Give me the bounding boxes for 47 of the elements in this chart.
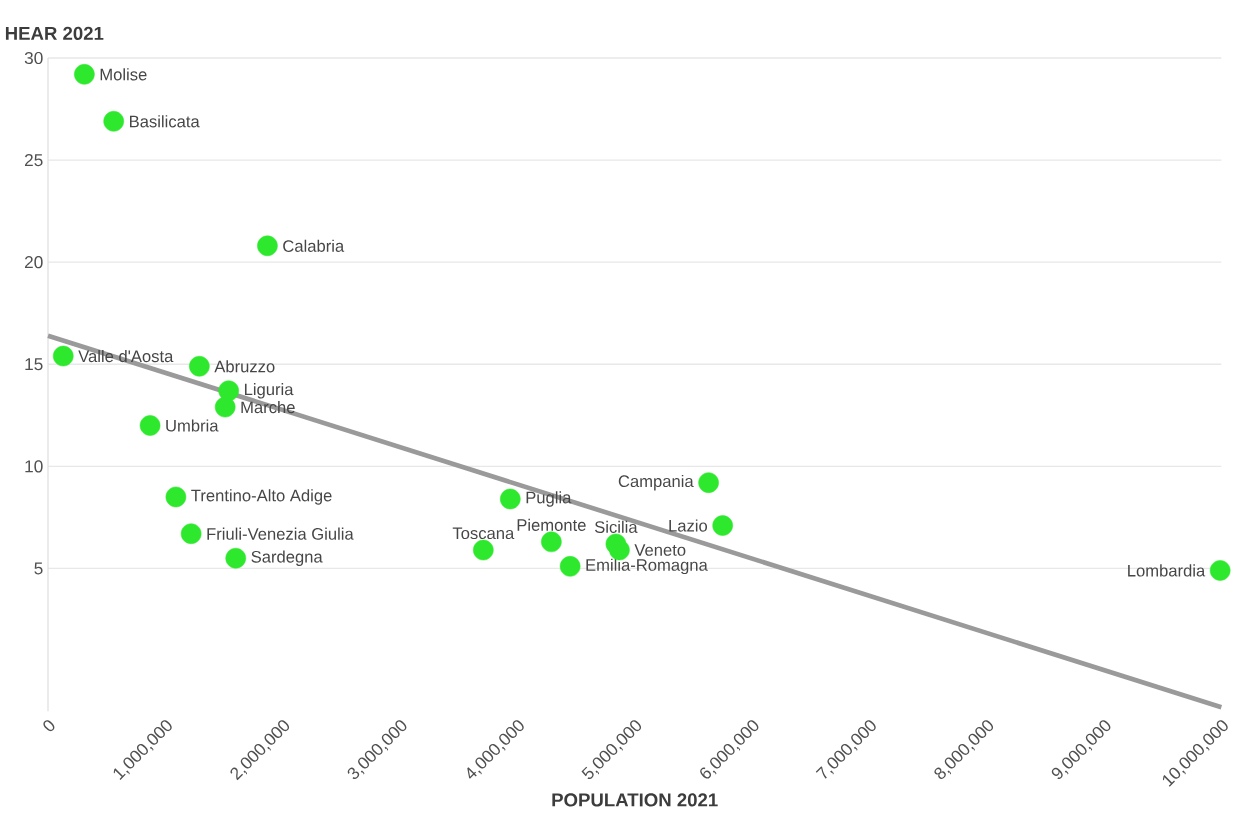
point [698,472,719,493]
point [74,64,95,85]
point [712,515,733,536]
annotation: Campania [618,474,694,491]
point [214,396,236,418]
point [473,539,494,561]
annotation: Trentino-Alto Adige [191,489,332,505]
annotation: Molise [100,68,147,81]
y-tick-label: 30 [24,51,43,65]
y-tick-label: 5 [34,562,43,575]
point [559,556,581,577]
annotation: Friuli-Venezia Giulia [207,527,354,540]
x-tick-label: 0 [43,720,55,732]
point [180,523,202,544]
point [218,380,239,402]
annotation: Puglia [526,491,572,507]
y-axis-title: HEAR 2021 [5,26,104,40]
point [189,356,210,377]
y-tick-label: 10 [25,460,43,473]
y-tick-label: 15 [25,358,43,371]
y-tick-label: 20 [24,256,43,269]
point [1209,560,1231,581]
annotation: Liguria [244,383,294,399]
annotation: Piemonte [517,518,586,531]
point [225,547,246,569]
annotation: Calabria [283,239,345,252]
annotation: Toscana [452,527,515,540]
annotation: Valle d'Aosta [78,349,174,363]
annotation: Umbria [166,419,219,432]
point [165,486,187,508]
annotation: Lombardia [1128,564,1206,577]
annotation: Emilia-Romagna [586,558,708,575]
annotation: Sardegna [251,550,323,566]
annotation: Marche [241,401,295,414]
annotation: Lazio [669,519,708,532]
point [103,111,124,132]
annotation: Sicilia [594,520,638,533]
annotation: Abruzzo [214,360,275,373]
x-axis-title: POPULATION 2021 [552,793,718,807]
point [500,488,521,510]
y-tick-label: 25 [24,153,43,167]
point [52,345,74,367]
point [257,235,278,257]
annotation: Basilicata [129,115,200,128]
annotation: Veneto [634,544,686,556]
point [541,531,562,553]
point [139,415,161,436]
